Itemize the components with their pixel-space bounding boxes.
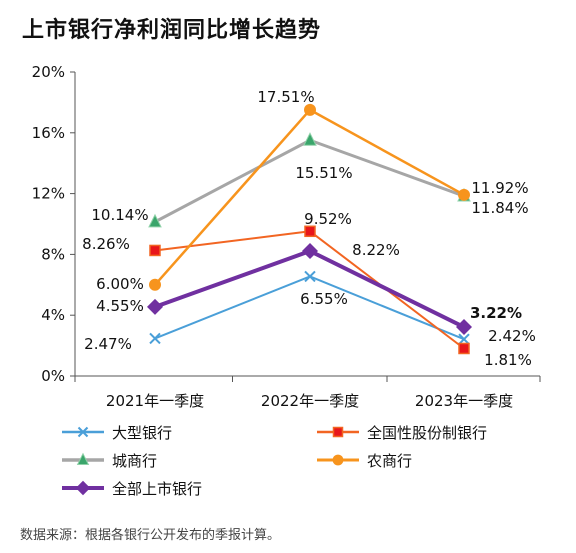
- legend-swatch: [317, 426, 359, 438]
- legend-swatch: [317, 454, 359, 466]
- x-tick-label: 2021年一季度: [106, 392, 204, 410]
- data-point: [458, 188, 470, 201]
- data-label: 8.26%: [82, 235, 130, 253]
- legend-swatch: [62, 480, 104, 496]
- data-label: 8.22%: [352, 241, 400, 259]
- data-label: 15.51%: [295, 164, 352, 182]
- chart-legend: 大型银行 全国性股份制银行城商行 农商行全部上市银行: [60, 420, 560, 510]
- legend-item: 全国性股份制银行: [315, 420, 487, 444]
- legend-item: 城商行: [60, 448, 157, 472]
- data-label: 11.92%: [471, 179, 528, 197]
- data-point: [148, 213, 162, 228]
- y-tick-label: 0%: [41, 367, 65, 385]
- data-label: 10.14%: [91, 206, 148, 224]
- legend-label: 大型银行: [112, 423, 173, 442]
- data-point: [303, 132, 317, 146]
- data-point: [149, 244, 161, 257]
- y-tick-label: 16%: [32, 124, 65, 142]
- data-point: [456, 319, 472, 336]
- data-point: [149, 332, 161, 345]
- data-point: [304, 270, 316, 283]
- data-label: 9.52%: [304, 210, 352, 228]
- y-tick-label: 20%: [32, 63, 65, 81]
- data-label: 2.42%: [488, 327, 536, 345]
- legend-label: 全部上市银行: [112, 479, 203, 498]
- data-point: [302, 243, 318, 260]
- data-point: [458, 333, 470, 345]
- data-point: [147, 298, 163, 315]
- y-tick-label: 12%: [32, 185, 65, 203]
- line-chart: 0% 4% 8% 12% 16% 20% 2021年一季度 2022年一季度 2023年一季度 2…: [32, 63, 541, 410]
- legend-swatch: [62, 452, 104, 465]
- data-label: 11.84%: [471, 199, 528, 217]
- data-point: [304, 225, 316, 238]
- data-label: 2.47%: [84, 335, 132, 353]
- legend-item: 全部上市银行: [60, 476, 202, 500]
- legend-item: 大型银行: [60, 420, 172, 444]
- legend-label: 全国性股份制银行: [367, 423, 488, 442]
- chart-title: 上市银行净利润同比增长趋势: [22, 18, 322, 43]
- data-label: 6.55%: [300, 290, 348, 308]
- data-point: [458, 342, 470, 355]
- data-label: 17.51%: [257, 88, 314, 106]
- data-point: [149, 278, 161, 291]
- data-label: 6.00%: [96, 275, 144, 293]
- data-label: 4.55%: [96, 297, 144, 315]
- data-point: [304, 103, 316, 116]
- x-tick-label: 2023年一季度: [415, 392, 513, 410]
- legend-label: 农商行: [367, 451, 413, 470]
- legend-swatch: [62, 426, 104, 438]
- y-tick-label: 4%: [41, 306, 65, 324]
- data-label: 3.22%: [470, 304, 522, 322]
- source-note: 数据来源：根据各银行公开发布的季报计算。: [20, 528, 281, 543]
- legend-item: 农商行: [315, 448, 412, 472]
- x-tick-label: 2022年一季度: [261, 392, 359, 410]
- legend-label: 城商行: [112, 451, 158, 470]
- data-label: 1.81%: [484, 351, 532, 369]
- y-tick-label: 8%: [41, 245, 65, 263]
